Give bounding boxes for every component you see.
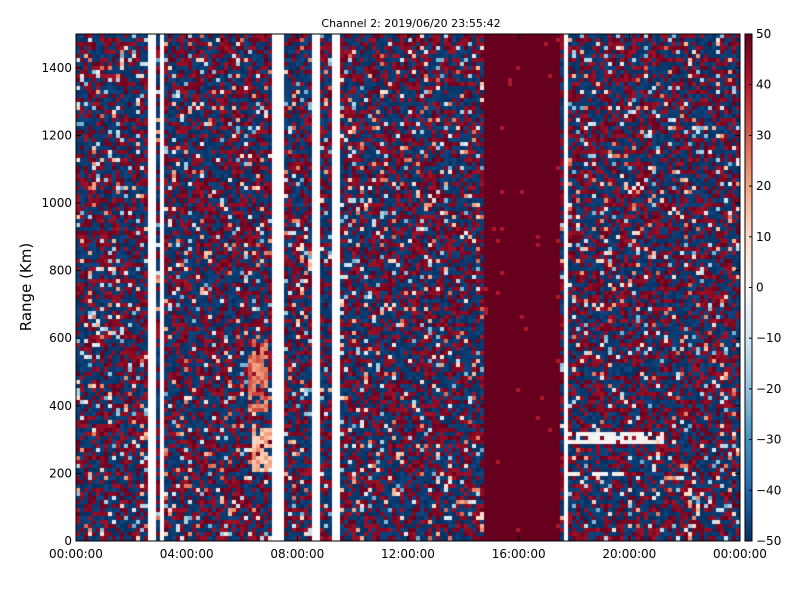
colorbar-tick-label: −50 — [756, 534, 781, 548]
colorbar-tick-label: −30 — [756, 433, 781, 447]
x-axis: 00:00:00 04:00:00 08:00:00 12:00:00 16:00:00… — [49, 34, 767, 561]
y-tick-label: 0 — [64, 534, 72, 548]
colorbar-tick-label: 50 — [756, 27, 771, 41]
y-tick-label: 400 — [49, 399, 72, 413]
colorbar-tick-label: 20 — [756, 179, 771, 193]
x-tick-label: 00:00:00 — [49, 547, 103, 561]
x-tick-label: 04:00:00 — [160, 547, 214, 561]
y-tick-label: 200 — [49, 466, 72, 480]
y-tick-label: 1000 — [41, 196, 72, 210]
x-tick-label: 12:00:00 — [381, 547, 435, 561]
y-axis-label: Range (Km) — [17, 243, 35, 331]
y-tick-label: 600 — [49, 331, 72, 345]
colorbar-tick-label: 10 — [756, 230, 771, 244]
x-tick-label: 00:00:00 — [713, 547, 767, 561]
y-axis: 0 200 400 600 800 1000 1200 1400 — [41, 61, 740, 548]
colorbar-tick-label: 30 — [756, 128, 771, 142]
colorbar: 50 40 30 20 10 0 −10 −20 −30 −40 −50 — [744, 27, 781, 548]
x-tick-label: 08:00:00 — [270, 547, 324, 561]
colorbar-tick-label: 0 — [756, 281, 764, 295]
y-tick-label: 800 — [49, 264, 72, 278]
heatmap-area — [76, 34, 740, 541]
colorbar-tick-label: −40 — [756, 483, 781, 497]
chart-title: Channel 2: 2019/06/20 23:55:42 — [321, 17, 500, 30]
colorbar-tick-label: −10 — [756, 331, 781, 345]
colorbar-tick-label: −20 — [756, 382, 781, 396]
heatmap-cells — [76, 34, 740, 541]
y-tick-label: 1400 — [41, 61, 72, 75]
x-tick-label: 16:00:00 — [492, 547, 546, 561]
y-tick-label: 1200 — [41, 128, 72, 142]
x-tick-label: 20:00:00 — [602, 547, 656, 561]
colorbar-tick-label: 40 — [756, 78, 771, 92]
